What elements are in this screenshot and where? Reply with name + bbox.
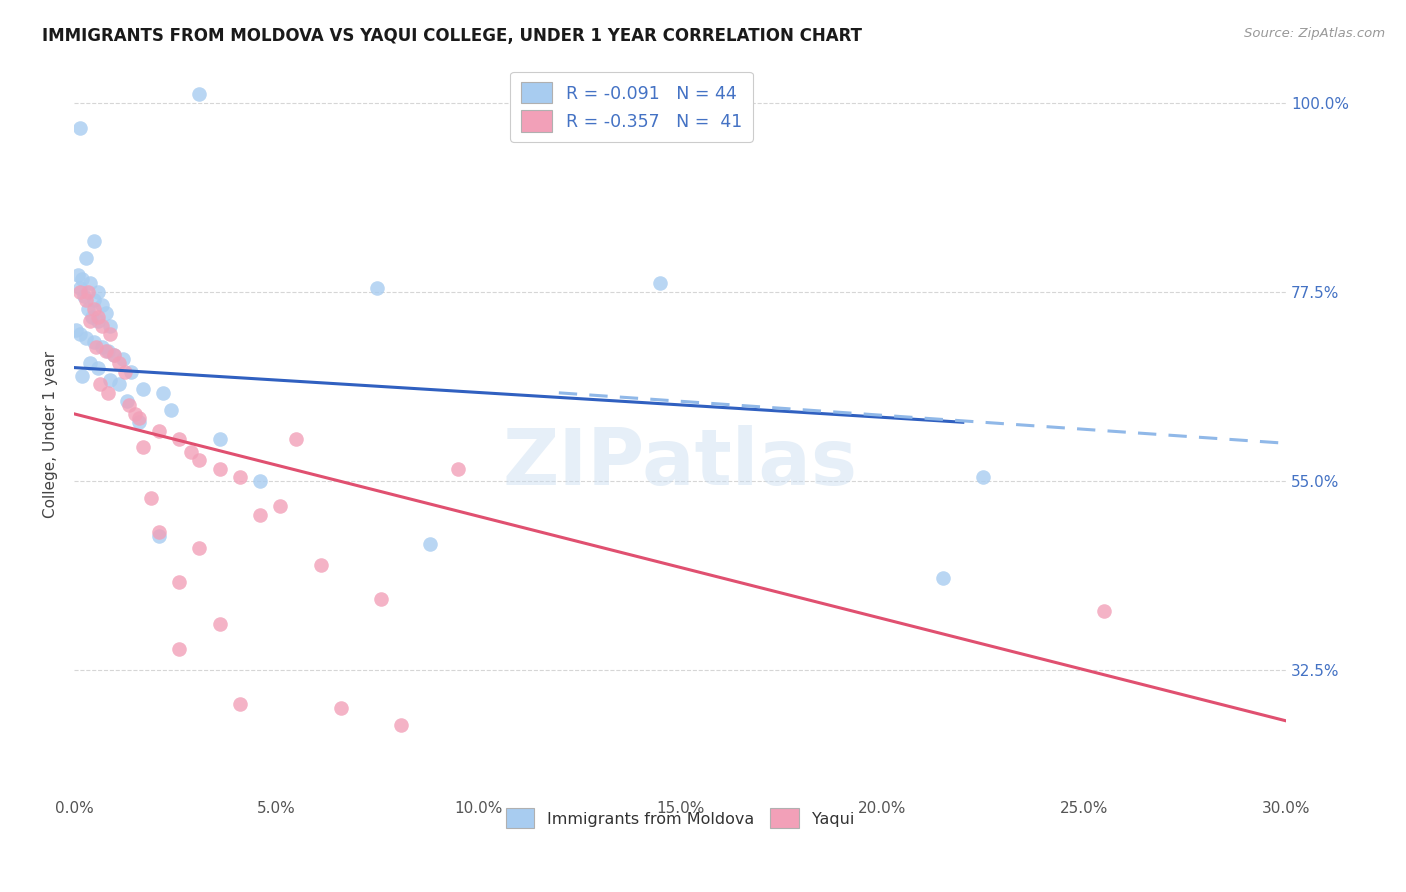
Point: [167, 575, 190, 590]
Point: [70, 369, 93, 384]
Point: [228, 470, 250, 484]
Text: Source: ZipAtlas.com: Source: ZipAtlas.com: [1244, 27, 1385, 40]
Point: [148, 524, 170, 539]
Point: [79, 314, 101, 328]
Point: [103, 348, 125, 362]
Point: [73, 289, 96, 303]
Point: [69, 281, 91, 295]
Point: [1092, 605, 1115, 619]
Point: [208, 617, 231, 632]
Point: [228, 697, 250, 711]
Point: [128, 411, 150, 425]
Point: [87, 314, 110, 328]
Point: [75, 252, 97, 266]
Point: [132, 382, 155, 396]
Point: [79, 277, 101, 291]
Point: [87, 310, 110, 325]
Point: [285, 432, 308, 446]
Point: [91, 340, 114, 354]
Point: [249, 508, 271, 522]
Point: [132, 441, 155, 455]
Point: [447, 461, 470, 475]
Point: [114, 365, 136, 379]
Point: [148, 529, 170, 543]
Point: [100, 373, 122, 387]
Point: [208, 432, 231, 446]
Point: [83, 335, 105, 350]
Point: [366, 281, 388, 295]
Point: [83, 301, 105, 316]
Point: [87, 360, 110, 375]
Point: [309, 558, 332, 573]
Point: [69, 326, 91, 341]
Point: [70, 272, 93, 286]
Point: [65, 323, 87, 337]
Point: [120, 365, 142, 379]
Point: [269, 500, 291, 514]
Point: [389, 718, 412, 732]
Point: [87, 285, 110, 299]
Point: [648, 277, 671, 291]
Point: [69, 285, 91, 299]
Point: [97, 343, 120, 358]
Point: [100, 326, 122, 341]
Point: [115, 394, 138, 409]
Point: [84, 340, 107, 354]
Point: [97, 385, 120, 400]
Point: [89, 377, 111, 392]
Point: [117, 399, 139, 413]
Point: [82, 310, 104, 325]
Point: [75, 331, 97, 345]
Point: [107, 377, 129, 392]
Point: [107, 356, 129, 370]
Legend: Immigrants from Moldova, Yaqui: Immigrants from Moldova, Yaqui: [499, 802, 860, 834]
Point: [111, 352, 134, 367]
Point: [79, 356, 101, 370]
Point: [148, 424, 170, 438]
Point: [180, 444, 202, 458]
Point: [329, 701, 352, 715]
Point: [188, 453, 211, 467]
Text: IMMIGRANTS FROM MOLDOVA VS YAQUI COLLEGE, UNDER 1 YEAR CORRELATION CHART: IMMIGRANTS FROM MOLDOVA VS YAQUI COLLEGE…: [42, 27, 862, 45]
Point: [96, 343, 118, 358]
Point: [139, 491, 162, 505]
Point: [128, 415, 150, 429]
Point: [972, 470, 994, 484]
Text: ZIPatlas: ZIPatlas: [502, 425, 858, 501]
Point: [208, 461, 231, 475]
Point: [931, 571, 953, 585]
Point: [167, 642, 190, 657]
Point: [96, 306, 118, 320]
Point: [83, 235, 105, 249]
Point: [91, 297, 114, 311]
Point: [249, 474, 271, 488]
Point: [124, 407, 146, 421]
Point: [167, 432, 190, 446]
Point: [370, 591, 392, 606]
Point: [160, 402, 183, 417]
Point: [91, 318, 114, 333]
Point: [69, 120, 91, 135]
Point: [67, 268, 90, 282]
Point: [188, 87, 211, 102]
Point: [103, 348, 125, 362]
Point: [100, 318, 122, 333]
Point: [77, 285, 100, 299]
Point: [152, 385, 174, 400]
Point: [75, 293, 97, 308]
Point: [77, 301, 100, 316]
Point: [419, 537, 441, 551]
Y-axis label: College, Under 1 year: College, Under 1 year: [44, 351, 58, 518]
Point: [188, 541, 211, 556]
Point: [83, 293, 105, 308]
